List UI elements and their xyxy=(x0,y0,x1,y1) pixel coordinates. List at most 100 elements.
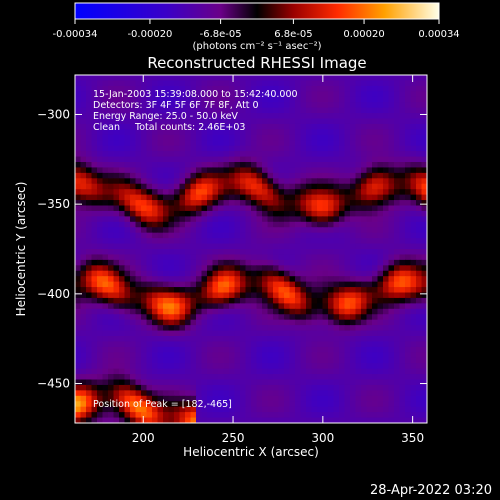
heatmap-cell xyxy=(251,357,258,364)
heatmap-cell xyxy=(207,341,214,348)
heatmap-cell xyxy=(300,80,307,87)
heatmap-cell xyxy=(152,287,159,294)
heatmap-cell xyxy=(295,216,302,223)
heatmap-cell xyxy=(102,145,109,152)
heatmap-cell xyxy=(355,172,362,179)
heatmap-cell xyxy=(240,330,247,337)
heatmap-cell xyxy=(251,216,258,223)
heatmap-cell xyxy=(190,232,197,239)
heatmap-cell xyxy=(108,265,115,272)
heatmap-cell xyxy=(196,232,203,239)
heatmap-cell xyxy=(234,259,241,266)
heatmap-cell xyxy=(361,352,368,359)
heatmap-cell xyxy=(146,232,153,239)
heatmap-cell xyxy=(361,259,368,266)
heatmap-cell xyxy=(218,357,225,364)
heatmap-cell xyxy=(91,319,98,326)
heatmap-cell xyxy=(339,238,346,245)
heatmap-cell xyxy=(394,216,401,223)
heatmap-cell xyxy=(317,189,324,196)
heatmap-cell xyxy=(196,221,203,228)
heatmap-cell xyxy=(190,167,197,174)
heatmap-cell xyxy=(333,107,340,114)
heatmap-cell xyxy=(295,221,302,228)
heatmap-cell xyxy=(119,178,126,185)
heatmap-cell xyxy=(339,395,346,402)
heatmap-cell xyxy=(240,363,247,370)
heatmap-cell xyxy=(339,401,346,408)
heatmap-cell xyxy=(388,178,395,185)
heatmap-cell xyxy=(273,276,280,283)
heatmap-cell xyxy=(130,162,137,169)
heatmap-cell xyxy=(190,216,197,223)
heatmap-cell xyxy=(168,303,175,310)
heatmap-cell xyxy=(333,178,340,185)
heatmap-cell xyxy=(399,281,406,288)
heatmap-cell xyxy=(328,145,335,152)
heatmap-cell xyxy=(311,363,318,370)
heatmap-cell xyxy=(284,401,291,408)
heatmap-cell xyxy=(405,395,412,402)
heatmap-cell xyxy=(284,227,291,234)
heatmap-cell xyxy=(383,243,390,250)
heatmap-cell xyxy=(394,151,401,158)
heatmap-cell xyxy=(108,395,115,402)
heatmap-cell xyxy=(168,210,175,217)
heatmap-cell xyxy=(168,232,175,239)
heatmap-cell xyxy=(130,368,137,375)
heatmap-cell xyxy=(388,151,395,158)
heatmap-cell xyxy=(245,417,252,423)
heatmap-cell xyxy=(344,314,351,321)
heatmap-cell xyxy=(262,325,269,332)
heatmap-cell xyxy=(119,395,126,402)
heatmap-cell xyxy=(135,406,142,413)
heatmap-cell xyxy=(135,140,142,147)
heatmap-cell xyxy=(218,303,225,310)
heatmap-cell xyxy=(355,232,362,239)
heatmap-cell xyxy=(262,254,269,261)
heatmap-cell xyxy=(108,336,115,343)
heatmap-cell xyxy=(130,129,137,136)
heatmap-cell xyxy=(328,259,335,266)
heatmap-cell xyxy=(295,178,302,185)
heatmap-cell xyxy=(284,107,291,114)
heatmap-cell xyxy=(163,178,170,185)
heatmap-cell xyxy=(174,390,181,397)
heatmap-cell xyxy=(383,384,390,391)
heatmap-cell xyxy=(311,384,318,391)
heatmap-cell xyxy=(240,401,247,408)
heatmap-cell xyxy=(388,238,395,245)
heatmap-cell xyxy=(223,205,230,212)
heatmap-cell xyxy=(223,75,230,82)
heatmap-cell xyxy=(300,412,307,419)
heatmap-cell xyxy=(80,314,87,321)
heatmap-cell xyxy=(223,113,230,120)
heatmap-cell xyxy=(267,265,274,272)
heatmap-cell xyxy=(163,325,170,332)
heatmap-cell xyxy=(245,292,252,299)
heatmap-cell xyxy=(251,352,258,359)
heatmap-cell xyxy=(97,238,104,245)
heatmap-cell xyxy=(119,390,126,397)
heatmap-cell xyxy=(168,238,175,245)
heatmap-cell xyxy=(185,216,192,223)
heatmap-cell xyxy=(201,292,208,299)
heatmap-cell xyxy=(196,390,203,397)
heatmap-cell xyxy=(350,123,357,130)
heatmap-cell xyxy=(141,406,148,413)
heatmap-cell xyxy=(80,384,87,391)
heatmap-cell xyxy=(113,319,120,326)
heatmap-cell xyxy=(361,292,368,299)
heatmap-cell xyxy=(361,107,368,114)
heatmap-cell xyxy=(218,172,225,179)
heatmap-cell xyxy=(377,254,384,261)
heatmap-cell xyxy=(289,232,296,239)
heatmap-cell xyxy=(86,330,93,337)
heatmap-cell xyxy=(322,178,329,185)
heatmap-cell xyxy=(135,172,142,179)
heatmap-cell xyxy=(339,319,346,326)
heatmap-cell xyxy=(97,172,104,179)
heatmap-cell xyxy=(344,281,351,288)
heatmap-cell xyxy=(372,91,379,98)
heatmap-cell xyxy=(333,254,340,261)
